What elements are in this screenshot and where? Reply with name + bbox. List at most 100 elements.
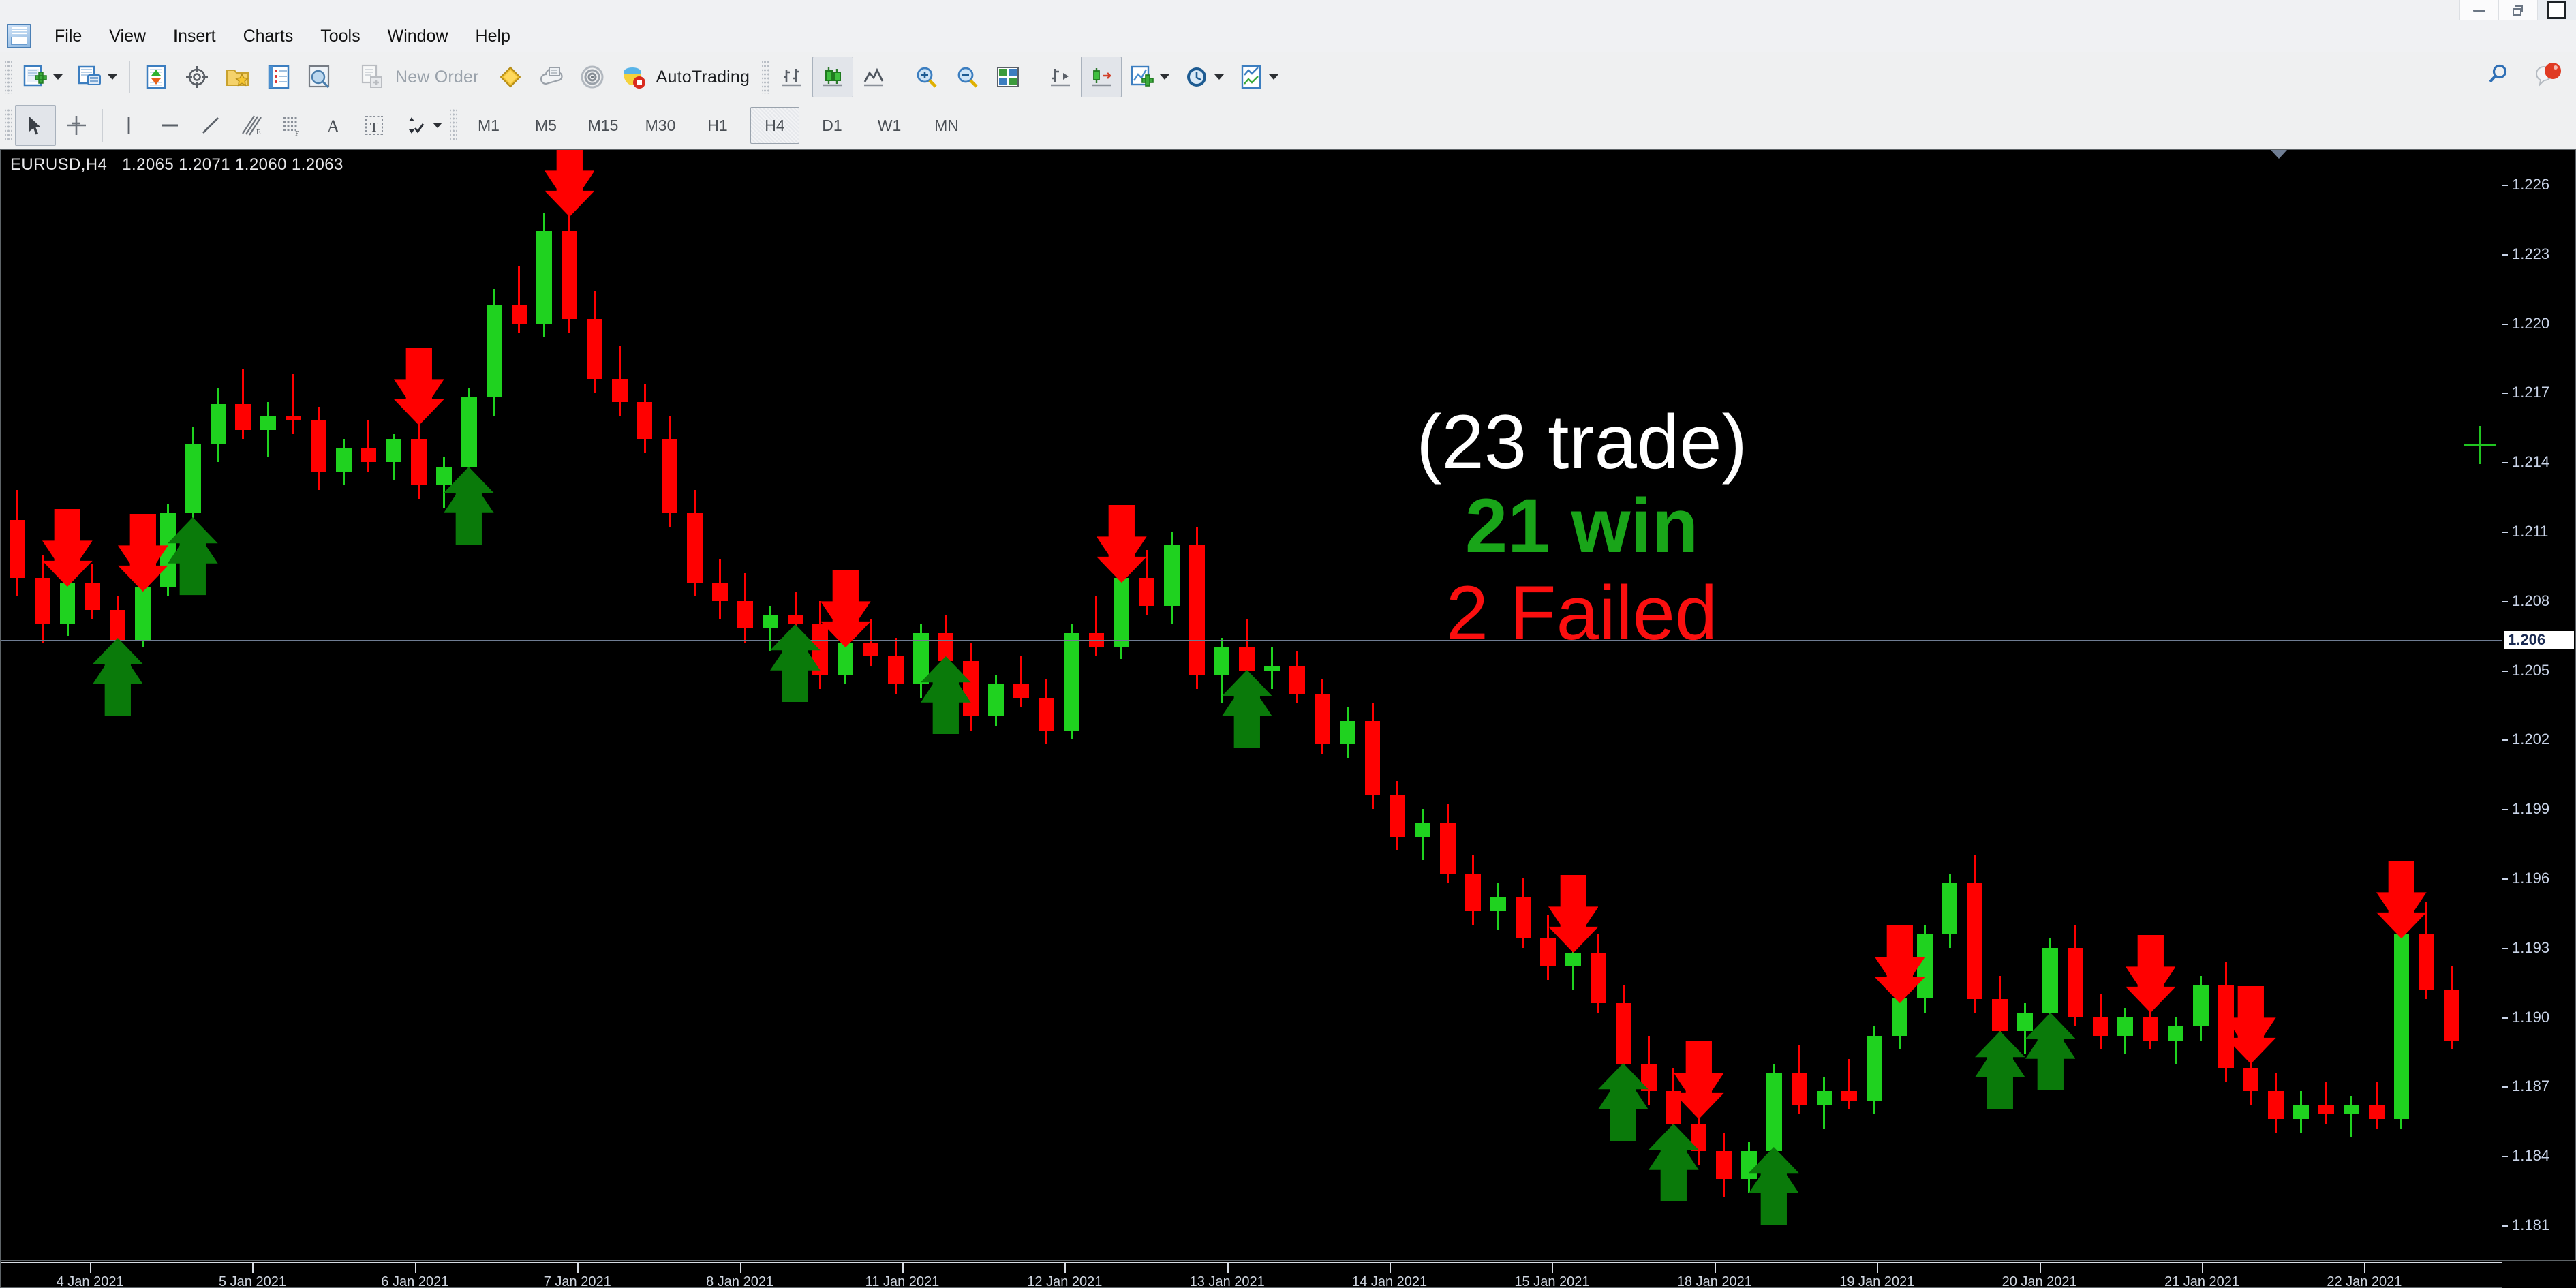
time-tick-7 [1227, 1263, 1229, 1273]
candlestick-chart-button[interactable] [812, 57, 854, 97]
trade-count-text: (23 trade) [1416, 399, 1747, 485]
timeframe-h1[interactable]: H1 [707, 116, 728, 134]
timeframe-d1[interactable]: D1 [822, 116, 842, 134]
zoom-out-button[interactable] [947, 57, 987, 97]
timeframe-mn[interactable]: MN [934, 116, 959, 134]
candle-body [1490, 897, 1506, 911]
metatrader-logo-icon [7, 24, 31, 48]
menu-item-view[interactable]: View [109, 26, 147, 46]
candle-body [1390, 795, 1406, 837]
new-order-button[interactable] [352, 57, 393, 97]
time-label-3: 7 Jan 2021 [543, 1274, 611, 1288]
text-label-button[interactable]: T [354, 105, 395, 146]
timeframe-m1[interactable]: M1 [478, 116, 500, 134]
candle-body [863, 642, 878, 657]
candlestick [812, 600, 829, 689]
menu-item-tools[interactable]: Tools [320, 26, 361, 46]
candlestick [1640, 1035, 1657, 1105]
timeframe-w1[interactable]: W1 [877, 116, 902, 134]
chart-shift-marker[interactable] [2271, 150, 2287, 159]
market-watch-button[interactable] [136, 57, 177, 97]
tile-windows-button[interactable] [987, 57, 1028, 97]
price-tick-5: 1.211 [2502, 523, 2548, 540]
fibonacci-button[interactable]: F [272, 105, 313, 146]
timeframe-m30[interactable]: M30 [645, 116, 676, 134]
profiles-dropdown-caret[interactable] [108, 74, 117, 80]
menu-item-file[interactable]: File [55, 26, 82, 46]
autotrading-button[interactable] [613, 57, 654, 97]
crosshair-button[interactable] [56, 105, 97, 146]
timeframe-m15[interactable]: M15 [587, 116, 619, 134]
signals-button[interactable] [572, 57, 613, 97]
shapes-dropdown-caret[interactable] [433, 123, 442, 128]
candle-body [210, 404, 226, 444]
chart-shift-button[interactable] [1081, 57, 1122, 97]
time-axis[interactable]: 4 Jan 2021 5 Jan 2021 6 Jan 2021 7 Jan 2021… [0, 1261, 2576, 1288]
bar-chart-button[interactable] [771, 57, 812, 97]
new-chart-dropdown-caret[interactable] [53, 74, 63, 80]
mql5-community-button[interactable] [531, 57, 572, 97]
terminal-button[interactable] [258, 57, 299, 97]
candlestick [1490, 883, 1506, 930]
candle-body [1164, 545, 1180, 606]
menu-item-window[interactable]: Window [387, 26, 448, 46]
buy-signal-arrow-icon [1598, 1063, 1649, 1141]
horizontal-line-button[interactable] [149, 105, 190, 146]
price-tick-4: 1.214 [2502, 453, 2549, 471]
timeframe-m5[interactable]: M5 [535, 116, 557, 134]
profiles-button[interactable] [70, 57, 110, 97]
cursor-button[interactable] [15, 105, 56, 146]
toolbar-grip-2[interactable] [762, 60, 769, 94]
trendline-button[interactable] [190, 105, 231, 146]
price-axis[interactable]: 1.226 1.223 1.220 1.217 1.214 1.211 1.208 1.205… [2502, 149, 2576, 1261]
line-chart-button[interactable] [853, 57, 894, 97]
templates-button[interactable] [1231, 57, 1272, 97]
chart-canvas[interactable]: EURUSD,H4 1.2065 1.2071 1.2060 1.2063 (23… [0, 149, 2502, 1261]
minimize-button[interactable] [2459, 0, 2498, 20]
data-window-button[interactable] [177, 57, 217, 97]
restore-button[interactable] [2498, 0, 2537, 20]
close-button[interactable] [2537, 0, 2576, 20]
candle-body [2042, 947, 2058, 1013]
candle-body [587, 318, 602, 379]
candle-body [1540, 938, 1557, 966]
time-label-8: 14 Jan 2021 [1352, 1274, 1428, 1288]
candlestick [2268, 1073, 2284, 1133]
zoom-in-button[interactable] [906, 57, 947, 97]
indicators-dropdown-caret[interactable] [1160, 74, 1170, 80]
candle-body [2393, 934, 2410, 1119]
timeframe-h4[interactable]: H4 [750, 107, 799, 144]
candle-body [887, 656, 904, 684]
candle-body [662, 439, 678, 513]
time-label-11: 19 Jan 2021 [1839, 1274, 1915, 1288]
candlestick [662, 416, 678, 527]
vertical-line-button[interactable] [108, 105, 149, 146]
period-dropdown-caret[interactable] [1214, 74, 1225, 80]
search-button[interactable] [2487, 61, 2516, 93]
new-chart-button[interactable] [15, 57, 56, 97]
auto-scroll-button[interactable] [1040, 57, 1081, 97]
navigator-button[interactable] [217, 57, 258, 97]
shapes-button[interactable] [395, 105, 435, 146]
text-button[interactable]: A [313, 105, 354, 146]
candlestick [1716, 1133, 1732, 1198]
crosshair-horizontal [2464, 444, 2496, 446]
drawing-toolbar-grip[interactable] [5, 108, 12, 142]
menu-item-insert[interactable]: Insert [173, 26, 216, 46]
templates-dropdown-caret[interactable] [1269, 74, 1279, 80]
indicators-button[interactable] [1122, 57, 1163, 97]
strategy-tester-button[interactable] [299, 57, 340, 97]
metaeditor-button[interactable] [490, 57, 531, 97]
period-button[interactable] [1176, 57, 1217, 97]
menu-item-charts[interactable]: Charts [243, 26, 294, 46]
candle-wick [1019, 656, 1022, 707]
equidistant-channel-button[interactable]: E [231, 105, 272, 146]
candle-body [2143, 1017, 2159, 1041]
timeframe-grip[interactable] [450, 108, 457, 142]
candlestick [1942, 874, 1958, 948]
menu-item-help[interactable]: Help [475, 26, 510, 46]
candlestick [1816, 1077, 1833, 1129]
notifications-button[interactable] [2532, 60, 2564, 95]
toolbar-grip[interactable] [5, 60, 12, 94]
candlestick [1992, 975, 2008, 1045]
